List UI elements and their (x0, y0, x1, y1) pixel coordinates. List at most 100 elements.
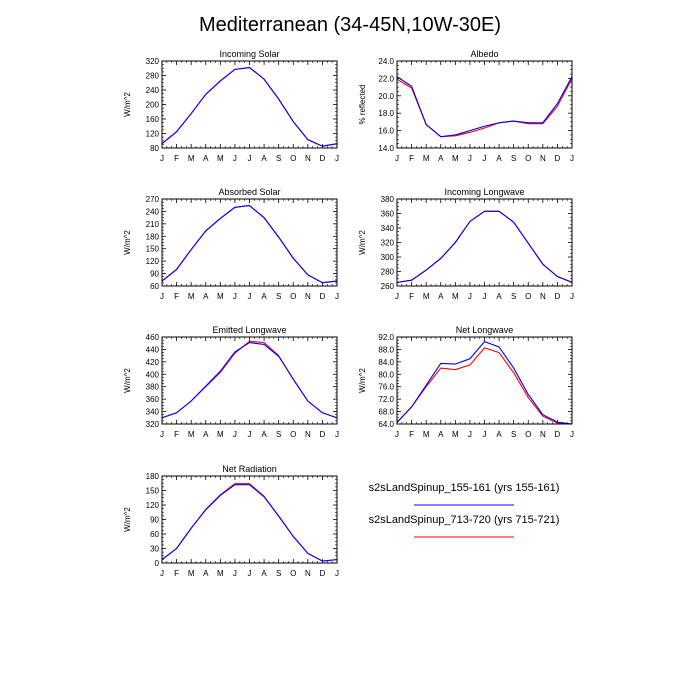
albedo-xtick-label: M (452, 154, 459, 163)
panel-albedo: Albedo % reflected 14.0 16.0 18.0 20.0 22.0 24.… (358, 49, 574, 163)
emitted-longwave-xtick-label: M (188, 430, 195, 439)
albedo-series-155-161-line (397, 76, 572, 138)
albedo-series-713-720-line (397, 78, 572, 138)
net-longwave-ytick-label: 68.0 (378, 408, 394, 417)
emitted-longwave-ytick-label: 360 (146, 395, 160, 404)
absorbed-solar-xtick-label: M (217, 292, 224, 301)
albedo-xtick-label: O (525, 154, 531, 163)
emitted-longwave-ytick-label: 460 (146, 333, 160, 342)
absorbed-solar-ytick-label: 150 (146, 245, 160, 254)
net-longwave-series-713-720-line (397, 347, 572, 424)
emitted-longwave-xtick-label: D (320, 430, 326, 439)
emitted-longwave-series-713-720-line (162, 340, 337, 419)
incoming-longwave-xtick-label: J (468, 292, 472, 301)
emitted-longwave-xtick-label: J (160, 430, 164, 439)
absorbed-solar-xtick-label: A (203, 292, 209, 301)
incoming-longwave-title: Incoming Longwave (444, 187, 524, 197)
albedo-xtick-label: N (540, 154, 546, 163)
net-radiation-ytick-label: 90 (150, 516, 159, 525)
panel-incoming-solar: Incoming Solar W/m^2 80 120 160 200 240 280 320 J… (123, 49, 339, 163)
albedo-xtick-label: D (555, 154, 561, 163)
incoming-solar-xtick-label: F (174, 154, 179, 163)
absorbed-solar-xtick-label: A (261, 292, 267, 301)
emitted-longwave-xtick-label: J (233, 430, 237, 439)
absorbed-solar-xtick-label: J (160, 292, 164, 301)
absorbed-solar-xtick-label: J (335, 292, 339, 301)
incoming-solar-xtick-label: O (290, 154, 296, 163)
incoming-longwave-ytick-label: 340 (381, 224, 395, 233)
net-longwave-ytick-label: 80.0 (378, 370, 394, 379)
net-radiation-xtick-label: O (290, 569, 296, 578)
panel-emitted-longwave: Emitted Longwave W/m^2 320 340 360 380 400 420 4… (123, 325, 339, 439)
incoming-longwave-xtick-label: J (483, 292, 487, 301)
net-radiation-series-713-720-line (162, 483, 337, 562)
net-radiation-xtick-label: J (233, 569, 237, 578)
incoming-longwave-ytick-label: 360 (381, 210, 395, 219)
net-longwave-xtick-label: N (540, 430, 546, 439)
incoming-solar-xtick-label: D (320, 154, 326, 163)
net-radiation-xtick-label: J (160, 569, 164, 578)
net-radiation-xtick-label: M (188, 569, 195, 578)
net-radiation-xtick-label: S (276, 569, 281, 578)
emitted-longwave-ytick-label: 320 (146, 420, 160, 429)
incoming-longwave-ytick-label: 320 (381, 239, 395, 248)
absorbed-solar-ytick-label: 240 (146, 207, 160, 216)
incoming-longwave-ytick-label: 380 (381, 195, 395, 204)
net-radiation-ytick-label: 30 (150, 545, 159, 554)
net-radiation-ytick-label: 0 (155, 559, 160, 568)
albedo-xtick-label: A (438, 154, 444, 163)
albedo-frame (396, 60, 573, 149)
incoming-solar-ytick-label: 200 (146, 101, 160, 110)
absorbed-solar-series-713-720-line (162, 205, 337, 284)
albedo-y-axis-label: % reflected (358, 84, 367, 124)
incoming-solar-xtick-label: M (188, 154, 195, 163)
net-longwave-xtick-label: A (438, 430, 444, 439)
albedo-ytick-label: 20.0 (378, 92, 394, 101)
incoming-longwave-xtick-label: S (511, 292, 516, 301)
incoming-solar-ytick-label: 320 (146, 57, 160, 66)
emitted-longwave-xtick-label: A (261, 430, 267, 439)
incoming-longwave-xtick-label: O (525, 292, 531, 301)
emitted-longwave-xtick-label: A (203, 430, 209, 439)
absorbed-solar-xtick-label: J (233, 292, 237, 301)
incoming-longwave-xtick-label: J (570, 292, 574, 301)
incoming-longwave-ytick-label: 300 (381, 253, 395, 262)
absorbed-solar-ytick-label: 270 (146, 195, 160, 204)
net-radiation-xtick-label: A (261, 569, 267, 578)
albedo-xtick-label: J (468, 154, 472, 163)
net-longwave-xtick-label: J (483, 430, 487, 439)
emitted-longwave-frame (161, 336, 338, 425)
incoming-longwave-series-155-161-line (397, 210, 572, 283)
emitted-longwave-ytick-label: 380 (146, 383, 160, 392)
incoming-solar-xtick-label: N (305, 154, 311, 163)
incoming-solar-xtick-label: J (248, 154, 252, 163)
net-radiation-xtick-label: N (305, 569, 311, 578)
albedo-xtick-label: A (496, 154, 502, 163)
emitted-longwave-title: Emitted Longwave (212, 325, 286, 335)
absorbed-solar-ytick-label: 180 (146, 232, 160, 241)
incoming-longwave-xtick-label: M (452, 292, 459, 301)
net-radiation-series-155-161-line (162, 484, 337, 562)
absorbed-solar-series-155-161-line (162, 205, 337, 284)
chart-panels: Incoming SolarW/m^280120160200240280320J… (123, 49, 574, 578)
absorbed-solar-ytick-label: 90 (150, 270, 159, 279)
albedo-ytick-label: 18.0 (378, 109, 394, 118)
absorbed-solar-title: Absorbed Solar (218, 187, 280, 197)
net-radiation-xtick-label: D (320, 569, 326, 578)
emitted-longwave-xtick-label: J (248, 430, 252, 439)
incoming-solar-ytick-label: 280 (146, 72, 160, 81)
absorbed-solar-xtick-label: F (174, 292, 179, 301)
incoming-solar-ytick-label: 240 (146, 86, 160, 95)
incoming-longwave-xtick-label: F (409, 292, 414, 301)
absorbed-solar-frame (161, 198, 338, 287)
incoming-solar-ytick-label: 120 (146, 130, 160, 139)
incoming-longwave-frame (396, 198, 573, 287)
net-radiation-ytick-label: 60 (150, 530, 159, 539)
net-longwave-xtick-label: M (423, 430, 430, 439)
absorbed-solar-y-axis-label: W/m^2 (123, 230, 132, 255)
incoming-solar-y-axis-label: W/m^2 (123, 92, 132, 117)
albedo-xtick-label: J (483, 154, 487, 163)
net-longwave-y-axis-label: W/m^2 (358, 368, 367, 393)
net-longwave-xtick-label: S (511, 430, 516, 439)
absorbed-solar-ytick-label: 60 (150, 282, 159, 291)
